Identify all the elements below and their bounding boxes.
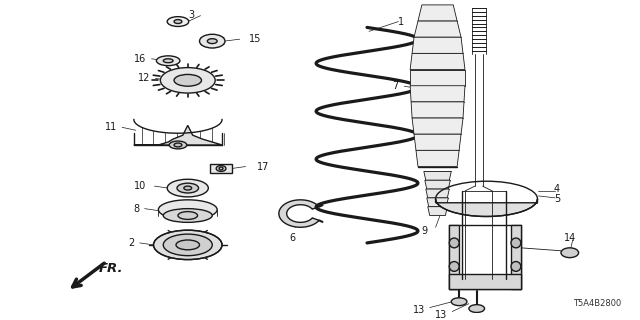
Ellipse shape [174, 20, 182, 23]
Text: 7: 7 [392, 81, 398, 91]
Polygon shape [412, 37, 463, 53]
Polygon shape [418, 5, 457, 21]
Text: 1: 1 [398, 17, 404, 27]
Polygon shape [426, 189, 449, 198]
Polygon shape [410, 53, 465, 69]
Polygon shape [279, 200, 319, 227]
Ellipse shape [174, 75, 202, 86]
Text: 9: 9 [422, 226, 428, 236]
Bar [211, 164, 232, 173]
Text: 17: 17 [257, 162, 269, 172]
Ellipse shape [156, 56, 180, 66]
Ellipse shape [561, 248, 579, 258]
Ellipse shape [449, 261, 459, 271]
Text: 5: 5 [554, 194, 560, 204]
Ellipse shape [178, 212, 198, 220]
Ellipse shape [158, 200, 217, 220]
Ellipse shape [174, 143, 182, 147]
Polygon shape [511, 225, 521, 289]
Ellipse shape [216, 165, 226, 172]
Polygon shape [425, 180, 451, 189]
Text: 3: 3 [189, 10, 195, 20]
Ellipse shape [167, 179, 209, 197]
Ellipse shape [161, 68, 215, 93]
Ellipse shape [167, 17, 189, 27]
Polygon shape [412, 118, 463, 134]
Polygon shape [134, 125, 222, 145]
Polygon shape [410, 69, 465, 86]
Text: 15: 15 [249, 34, 261, 44]
Ellipse shape [207, 39, 217, 44]
Text: 10: 10 [134, 181, 147, 191]
Polygon shape [449, 225, 459, 289]
Ellipse shape [169, 141, 187, 149]
Polygon shape [414, 21, 461, 37]
Polygon shape [416, 150, 459, 166]
Text: 8: 8 [134, 204, 140, 214]
Ellipse shape [469, 305, 484, 313]
Ellipse shape [451, 298, 467, 306]
Polygon shape [410, 86, 465, 102]
Text: 13: 13 [413, 305, 425, 315]
Text: 11: 11 [105, 122, 117, 132]
Ellipse shape [154, 230, 222, 260]
Text: 12: 12 [138, 73, 150, 84]
Ellipse shape [163, 59, 173, 63]
Ellipse shape [449, 238, 459, 248]
Polygon shape [449, 274, 521, 289]
Text: T5A4B2800: T5A4B2800 [573, 299, 621, 308]
Text: 2: 2 [129, 238, 135, 248]
Text: FR.: FR. [99, 262, 123, 275]
Ellipse shape [163, 234, 212, 256]
Polygon shape [414, 134, 461, 150]
Ellipse shape [177, 183, 198, 193]
Polygon shape [436, 199, 538, 216]
Text: 13: 13 [435, 310, 447, 320]
Ellipse shape [163, 209, 212, 222]
Ellipse shape [511, 238, 521, 248]
Polygon shape [428, 207, 447, 215]
Polygon shape [424, 172, 451, 180]
Text: 6: 6 [289, 233, 296, 243]
Text: 4: 4 [554, 184, 560, 194]
Ellipse shape [200, 34, 225, 48]
Text: 14: 14 [564, 233, 577, 243]
Polygon shape [411, 102, 464, 118]
Polygon shape [427, 198, 449, 207]
Ellipse shape [219, 167, 223, 170]
Ellipse shape [511, 261, 521, 271]
Ellipse shape [176, 240, 200, 250]
Text: 16: 16 [134, 54, 147, 64]
Ellipse shape [184, 186, 191, 190]
